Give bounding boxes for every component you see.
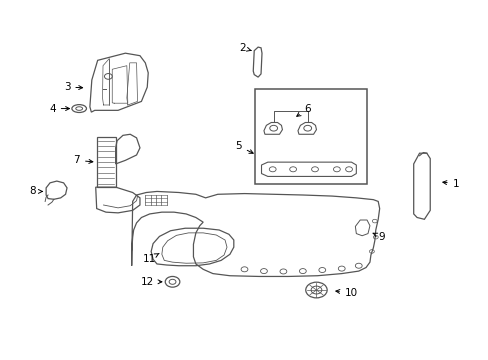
Text: 9: 9 bbox=[372, 232, 384, 242]
Text: 2: 2 bbox=[238, 43, 250, 53]
Text: 11: 11 bbox=[143, 253, 159, 264]
Text: 3: 3 bbox=[63, 82, 82, 92]
Text: 6: 6 bbox=[296, 104, 310, 116]
Text: 4: 4 bbox=[49, 104, 69, 113]
Text: 7: 7 bbox=[73, 156, 93, 165]
Text: 5: 5 bbox=[235, 141, 253, 153]
Text: 10: 10 bbox=[335, 288, 357, 297]
Bar bbox=[97, 137, 116, 187]
Text: 1: 1 bbox=[442, 179, 458, 189]
Text: 8: 8 bbox=[30, 186, 42, 197]
Bar bbox=[255, 89, 366, 184]
Text: 12: 12 bbox=[141, 277, 162, 287]
